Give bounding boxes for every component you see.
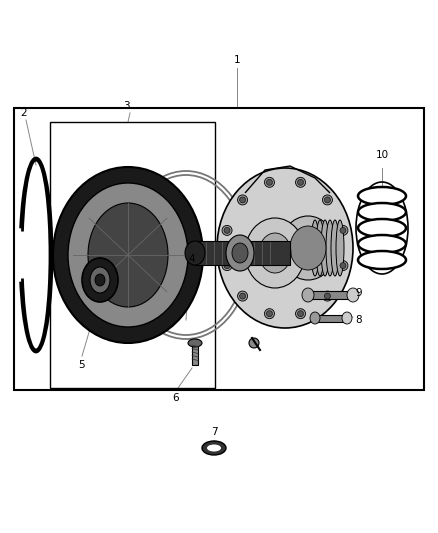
Ellipse shape (321, 220, 329, 276)
Ellipse shape (245, 218, 305, 288)
Ellipse shape (316, 220, 324, 276)
Ellipse shape (249, 338, 259, 348)
Ellipse shape (68, 183, 188, 327)
Ellipse shape (358, 251, 406, 269)
Bar (195, 241, 290, 265)
Ellipse shape (266, 179, 272, 185)
Text: 7: 7 (211, 427, 217, 437)
Ellipse shape (297, 311, 304, 317)
Ellipse shape (290, 226, 326, 270)
Ellipse shape (90, 267, 110, 293)
Ellipse shape (296, 309, 306, 319)
Ellipse shape (331, 220, 339, 276)
Ellipse shape (340, 263, 346, 269)
Ellipse shape (226, 235, 254, 271)
Ellipse shape (347, 288, 359, 302)
Ellipse shape (265, 177, 275, 187)
Ellipse shape (302, 288, 314, 302)
Ellipse shape (358, 187, 406, 205)
Ellipse shape (222, 261, 232, 271)
Ellipse shape (237, 195, 247, 205)
Ellipse shape (224, 263, 230, 269)
Ellipse shape (259, 233, 291, 273)
Ellipse shape (240, 197, 246, 203)
Text: 2: 2 (20, 108, 27, 118)
Ellipse shape (222, 225, 232, 236)
Bar (192, 343, 198, 365)
Ellipse shape (232, 243, 248, 263)
Ellipse shape (296, 177, 306, 187)
Ellipse shape (266, 311, 272, 317)
Ellipse shape (310, 312, 320, 324)
Text: 1: 1 (234, 55, 240, 65)
Text: 5: 5 (78, 360, 85, 370)
Ellipse shape (311, 220, 319, 276)
Bar (50, 122, 215, 388)
Ellipse shape (202, 441, 226, 455)
Ellipse shape (322, 195, 332, 205)
Ellipse shape (338, 261, 348, 271)
Ellipse shape (207, 445, 221, 451)
Text: 3: 3 (123, 101, 129, 111)
Ellipse shape (188, 339, 202, 347)
Ellipse shape (224, 228, 230, 233)
Ellipse shape (340, 228, 346, 233)
Text: 10: 10 (375, 150, 389, 160)
Ellipse shape (82, 258, 118, 302)
Ellipse shape (336, 220, 344, 276)
Ellipse shape (88, 203, 168, 307)
Text: 4: 4 (188, 254, 194, 264)
Ellipse shape (297, 179, 304, 185)
Ellipse shape (185, 241, 205, 265)
Ellipse shape (326, 220, 334, 276)
Ellipse shape (358, 235, 406, 253)
Bar (308, 291, 353, 299)
Ellipse shape (280, 216, 336, 280)
Ellipse shape (95, 274, 105, 286)
Ellipse shape (217, 168, 353, 328)
Ellipse shape (338, 225, 348, 236)
Bar (315, 315, 347, 322)
Text: 9: 9 (355, 288, 362, 298)
Text: 8: 8 (355, 315, 362, 325)
Ellipse shape (342, 312, 352, 324)
Ellipse shape (325, 293, 330, 299)
Ellipse shape (325, 197, 330, 203)
Text: 6: 6 (172, 393, 179, 403)
Ellipse shape (322, 291, 332, 301)
Ellipse shape (240, 293, 246, 299)
Bar (14, 108, 424, 390)
Ellipse shape (237, 291, 247, 301)
Ellipse shape (358, 219, 406, 237)
Ellipse shape (358, 203, 406, 221)
Ellipse shape (265, 309, 275, 319)
Ellipse shape (53, 167, 203, 343)
